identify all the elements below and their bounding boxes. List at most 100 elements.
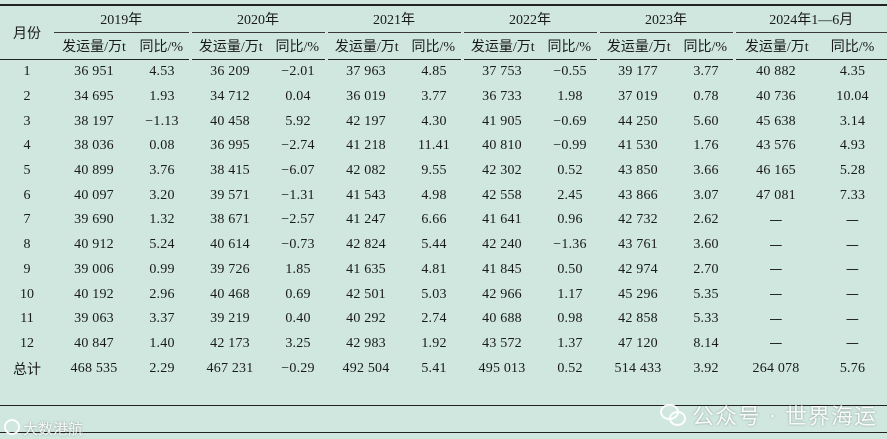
- yoy-cell: 5.33: [693, 311, 719, 327]
- volume-cell: —: [769, 336, 783, 352]
- yoy-cell: −0.99: [553, 138, 587, 154]
- volume-cell: 39 177: [618, 64, 658, 80]
- volume-cell: 45 638: [756, 113, 796, 129]
- yoy-cell: 4.98: [421, 187, 447, 203]
- yoy-cell: 0.40: [285, 311, 311, 327]
- month-cell: 1: [23, 64, 31, 80]
- table-row: 4 38 036 0.08 36 995 −2.74 41 218 11.41 40 810 −…: [0, 134, 887, 159]
- volume-cell: 41 218: [346, 138, 386, 154]
- volume-cell: 42 974: [618, 261, 658, 277]
- yoy-cell: 8.14: [693, 335, 719, 351]
- month-cell: 6: [23, 187, 31, 203]
- volume-cell: 36 209: [210, 64, 250, 80]
- yoy-cell: −2.74: [281, 138, 315, 154]
- yoy-cell: 4.30: [421, 113, 447, 129]
- yoy-cell: 2.96: [149, 286, 175, 302]
- volume-cell: 264 078: [752, 361, 800, 377]
- yoy-cell: 5.35: [693, 286, 719, 302]
- watermark-left: 大数港航: [4, 418, 83, 439]
- volume-cell: 42 558: [482, 187, 522, 203]
- month-cell: 11: [20, 311, 34, 327]
- yoy-cell: 11.41: [418, 138, 450, 154]
- month-cell: 12: [20, 335, 34, 351]
- volume-cell: —: [769, 311, 783, 327]
- yoy-cell: 0.78: [693, 89, 719, 105]
- yoy-cell: 1.76: [693, 138, 719, 154]
- month-cell: 7: [23, 212, 31, 228]
- volume-cell: 40 912: [74, 237, 114, 253]
- coal-shipment-table: 月份 2019年 2020年 2021年 2022年 2023年 2024年1—…: [0, 0, 887, 383]
- volume-cell: 40 192: [74, 286, 114, 302]
- yoy-cell: −2.57: [281, 212, 315, 228]
- yoy-cell: −1.13: [145, 113, 179, 129]
- table-row: 6 40 097 3.20 39 571 −1.31 41 543 4.98 42 558 2.…: [0, 183, 887, 208]
- yoy-cell: 1.85: [285, 261, 311, 277]
- yoy-cell: −0.55: [553, 64, 587, 80]
- table-row: 8 40 912 5.24 40 614 −0.73 42 824 5.44 42 240 −1…: [0, 233, 887, 258]
- volume-cell: 38 036: [74, 138, 114, 154]
- volume-cell: 40 688: [482, 311, 522, 327]
- volume-cell: 41 905: [482, 113, 522, 129]
- table-header: 月份 2019年 2020年 2021年 2022年 2023年 2024年1—…: [0, 0, 887, 60]
- table-row: 7 39 690 1.32 38 671 −2.57 41 247 6.66 41 641 0.…: [0, 208, 887, 233]
- table-row: 12 40 847 1.40 42 173 3.25 42 983 1.92 43 572 1.…: [0, 332, 887, 357]
- yoy-cell: 1.17: [557, 286, 583, 302]
- subheader-yoy: 同比/%: [830, 40, 875, 55]
- yoy-cell: 0.96: [557, 212, 583, 228]
- yoy-cell: 3.77: [693, 64, 719, 80]
- yoy-cell: 0.08: [149, 138, 175, 154]
- yoy-cell: —: [845, 336, 860, 352]
- yoy-cell: 2.29: [149, 361, 175, 377]
- subheader-volume: 发运量/万t: [732, 32, 818, 60]
- yoy-cell: −1.36: [553, 237, 587, 253]
- volume-cell: 47 081: [756, 187, 796, 203]
- volume-cell: 41 635: [346, 261, 386, 277]
- subheader-yoy: 同比/%: [139, 40, 184, 55]
- yoy-cell: 5.24: [149, 237, 175, 253]
- volume-cell: 34 712: [210, 89, 250, 105]
- month-cell: 5: [23, 163, 31, 179]
- total-label: 总计: [13, 363, 41, 379]
- yoy-cell: 3.25: [285, 335, 311, 351]
- total-rule: [0, 405, 887, 406]
- yoy-cell: 1.93: [149, 89, 175, 105]
- total-row: 总计 468 535 2.29 467 231 −0.29 492 504 5.41 495 …: [0, 356, 887, 382]
- volume-cell: 40 899: [74, 163, 114, 179]
- month-cell: 3: [23, 113, 31, 129]
- watermark-left-text: 大数港航: [23, 420, 84, 438]
- volume-cell: —: [769, 237, 783, 253]
- table-row: 5 40 899 3.76 38 415 −6.07 42 082 9.55 42 302 0.…: [0, 159, 887, 184]
- volume-cell: 492 504: [342, 361, 390, 377]
- table-body: 1 36 951 4.53 36 209 −2.01 37 963 4.85 37 753 −0…: [0, 60, 887, 383]
- yoy-cell: 10.04: [836, 89, 869, 105]
- volume-cell: 39 571: [210, 187, 250, 203]
- volume-cell: 42 983: [346, 335, 386, 351]
- yoy-cell: −0.73: [281, 237, 315, 253]
- yoy-cell: 1.92: [421, 335, 447, 351]
- subheader-volume: 发运量/万t: [324, 32, 406, 60]
- watermark-right: 公众号 · 世界海运: [660, 399, 877, 431]
- yoy-cell: 1.37: [557, 335, 583, 351]
- yoy-cell: 0.52: [557, 163, 583, 179]
- volume-cell: 41 845: [482, 261, 522, 277]
- volume-cell: —: [769, 212, 783, 228]
- yoy-cell: 4.81: [421, 261, 447, 277]
- volume-cell: 40 614: [210, 237, 250, 253]
- volume-cell: 47 120: [618, 335, 658, 351]
- subheader-volume: 发运量/万t: [62, 40, 126, 55]
- yoy-cell: 4.35: [839, 64, 866, 80]
- volume-cell: 42 173: [210, 335, 250, 351]
- volume-cell: 34 695: [74, 89, 114, 105]
- volume-cell: 36 019: [346, 89, 386, 105]
- volume-cell: 41 247: [346, 212, 386, 228]
- volume-cell: 43 761: [618, 237, 658, 253]
- yoy-cell: −0.69: [553, 113, 587, 129]
- yoy-cell: 5.03: [421, 286, 447, 302]
- wechat-icon: [660, 404, 687, 426]
- subheader-yoy: 同比/%: [411, 40, 456, 55]
- yoy-cell: —: [845, 287, 860, 303]
- yoy-cell: 2.74: [421, 311, 447, 327]
- yoy-cell: 1.32: [149, 212, 175, 228]
- yoy-cell: 3.76: [149, 163, 175, 179]
